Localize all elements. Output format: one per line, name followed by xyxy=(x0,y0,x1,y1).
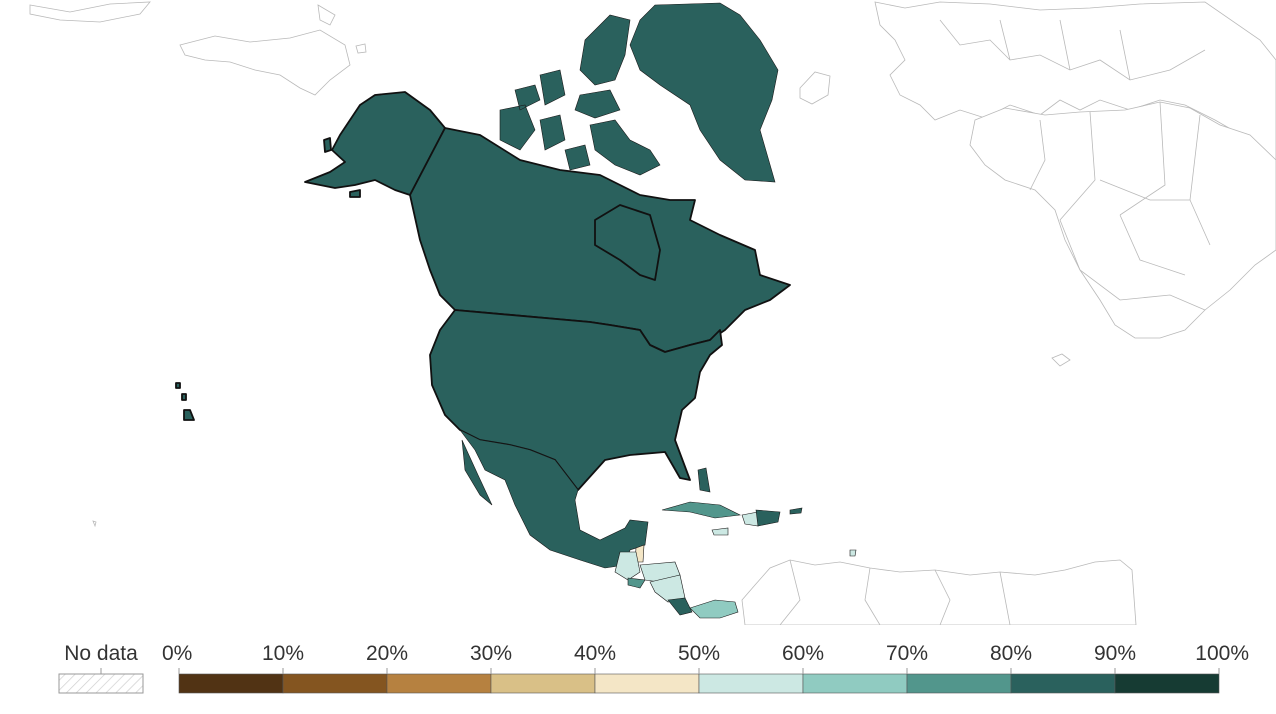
region-alaska-island xyxy=(323,137,332,153)
chukotka-outline xyxy=(179,29,351,96)
color-scale xyxy=(178,673,1220,694)
tick-label: 30% xyxy=(470,642,512,665)
legend-bin xyxy=(594,673,700,694)
africa-borders xyxy=(1029,101,1211,311)
region-trinidad xyxy=(849,549,857,557)
tick-label: 0% xyxy=(162,642,192,665)
region-greenland xyxy=(629,2,779,183)
region-mexico xyxy=(459,429,649,569)
russia-outline xyxy=(29,1,151,23)
no-data-label: No data xyxy=(64,642,138,665)
africa-outline xyxy=(969,101,1276,339)
island-outline xyxy=(1051,353,1071,367)
tick-label: 50% xyxy=(678,642,720,665)
legend-bin xyxy=(1114,673,1220,694)
legend: No data 0% 10% 20% 30% 40% 50% 60% 70% 80% 90% 100… xyxy=(58,642,1249,694)
tick-label: 80% xyxy=(990,642,1032,665)
region-costa-rica xyxy=(667,597,693,616)
legend-bin xyxy=(282,673,388,694)
tick-label: 10% xyxy=(262,642,304,665)
tick-label: 20% xyxy=(366,642,408,665)
tick-label: 70% xyxy=(886,642,928,665)
iceland-outline xyxy=(799,71,831,105)
region-dominican-republic xyxy=(755,509,781,527)
south-america-borders xyxy=(779,559,1011,625)
no-data-swatch xyxy=(58,673,144,694)
legend-bin xyxy=(802,673,908,694)
europe-border xyxy=(939,19,1206,81)
legend-bin xyxy=(178,673,284,694)
scale-ticks: 0% 10% 20% 30% 40% 50% 60% 70% 80% 90% 100% xyxy=(162,642,1249,674)
region-cuba xyxy=(661,501,742,519)
legend-bin xyxy=(906,673,1012,694)
choropleth-map xyxy=(29,1,1276,625)
region-canada xyxy=(409,127,791,353)
wrangel-outline xyxy=(317,4,336,26)
legend-bin xyxy=(490,673,596,694)
region-alaska-island xyxy=(349,189,361,198)
region-el-salvador xyxy=(627,577,646,589)
region-puerto-rico xyxy=(789,507,803,515)
tick-label: 40% xyxy=(574,642,616,665)
tick-label: 100% xyxy=(1195,642,1249,665)
region-haiti xyxy=(741,511,759,527)
legend-bin xyxy=(386,673,492,694)
legend-bin xyxy=(698,673,804,694)
region-panama xyxy=(689,599,739,619)
tick-label: 60% xyxy=(782,642,824,665)
region-alaska xyxy=(304,91,446,196)
legend-bin xyxy=(1010,673,1116,694)
tick-label: 90% xyxy=(1094,642,1136,665)
region-hawaii xyxy=(175,382,195,421)
south-america-outline xyxy=(741,559,1137,625)
island-outline xyxy=(92,520,97,528)
region-guatemala xyxy=(614,551,641,581)
region-jamaica xyxy=(711,527,729,536)
region-bahamas xyxy=(697,467,711,493)
region-canada-islands xyxy=(499,14,661,176)
island-outline xyxy=(355,43,367,54)
